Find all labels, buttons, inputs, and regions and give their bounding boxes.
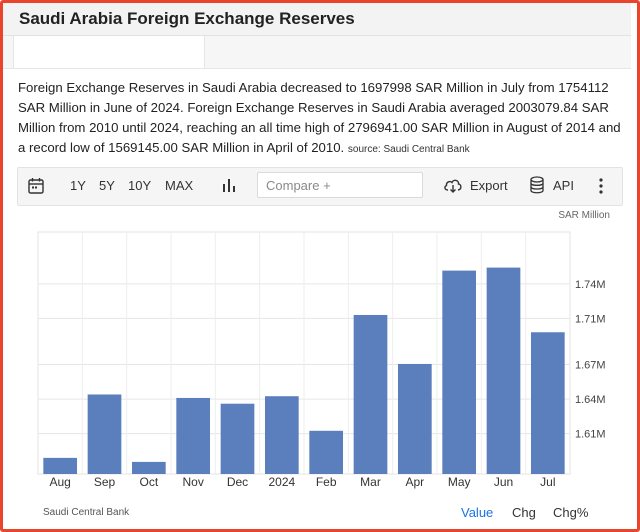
x-tick-label: May [448,475,471,489]
bar-apr[interactable] [397,363,432,474]
summary-text: Foreign Exchange Reserves in Saudi Arabi… [18,78,622,160]
bar-oct[interactable] [131,461,166,474]
summary-source[interactable]: source: Saudi Central Bank [347,144,470,155]
y-tick-label: 1.74M [575,279,606,291]
footer-source[interactable]: Saudi Central Bank [43,507,130,518]
api-button[interactable]: API [553,178,574,193]
cloud-download-icon[interactable] [443,177,463,196]
x-tick-label: Apr [405,475,424,489]
chgpct-tab[interactable]: Chg% [553,505,589,520]
y-axis-unit: SAR Million [558,210,610,221]
bar-chart-icon[interactable] [222,178,236,195]
x-tick-label: Jul [540,475,555,489]
blank-tab[interactable] [13,36,205,68]
x-tick-label: 2024 [268,475,295,489]
export-button[interactable]: Export [470,178,508,193]
bar-aug[interactable] [43,457,78,474]
bar-2024[interactable] [264,396,299,474]
range-5y-button[interactable]: 5Y [99,178,115,193]
x-tick-label: Nov [182,475,203,489]
range-1y-button[interactable]: 1Y [70,178,86,193]
tab-strip [3,36,631,69]
bar-jun[interactable] [486,267,521,474]
y-tick-label: 1.64M [575,394,606,406]
bar-sep[interactable] [87,394,122,474]
calendar-icon[interactable] [28,177,44,197]
value-tab[interactable]: Value [461,505,494,520]
page-title: Saudi Arabia Foreign Exchange Reserves [19,9,355,28]
bar-may[interactable] [442,270,477,474]
chg-tab[interactable]: Chg [512,505,536,520]
title-bar: Saudi Arabia Foreign Exchange Reserves [3,3,631,36]
range-10y-button[interactable]: 10Y [128,178,152,193]
summary-body: Foreign Exchange Reserves in Saudi Arabi… [18,80,621,155]
database-icon[interactable] [530,176,544,197]
chart-toolbar: 1Y 5Y 10Y MAX Export API [17,167,623,206]
x-tick-label: Dec [227,475,248,489]
y-tick-label: 1.71M [575,313,606,325]
x-tick-label: Mar [360,475,381,489]
x-tick-label: Jun [494,475,513,489]
x-tick-label: Sep [94,475,116,489]
more-vertical-icon[interactable] [599,178,603,197]
y-tick-label: 1.67M [575,360,606,372]
bar-jul[interactable] [530,332,565,474]
x-tick-label: Oct [139,475,158,489]
range-max-button[interactable]: MAX [165,178,194,193]
x-tick-label: Aug [49,475,70,489]
y-tick-label: 1.61M [575,429,606,441]
bar-nov[interactable] [176,397,211,474]
bar-feb[interactable] [309,430,344,474]
bar-mar[interactable] [353,314,388,474]
x-tick-label: Feb [316,475,337,489]
compare-input[interactable] [257,172,423,198]
bar-dec[interactable] [220,403,255,474]
